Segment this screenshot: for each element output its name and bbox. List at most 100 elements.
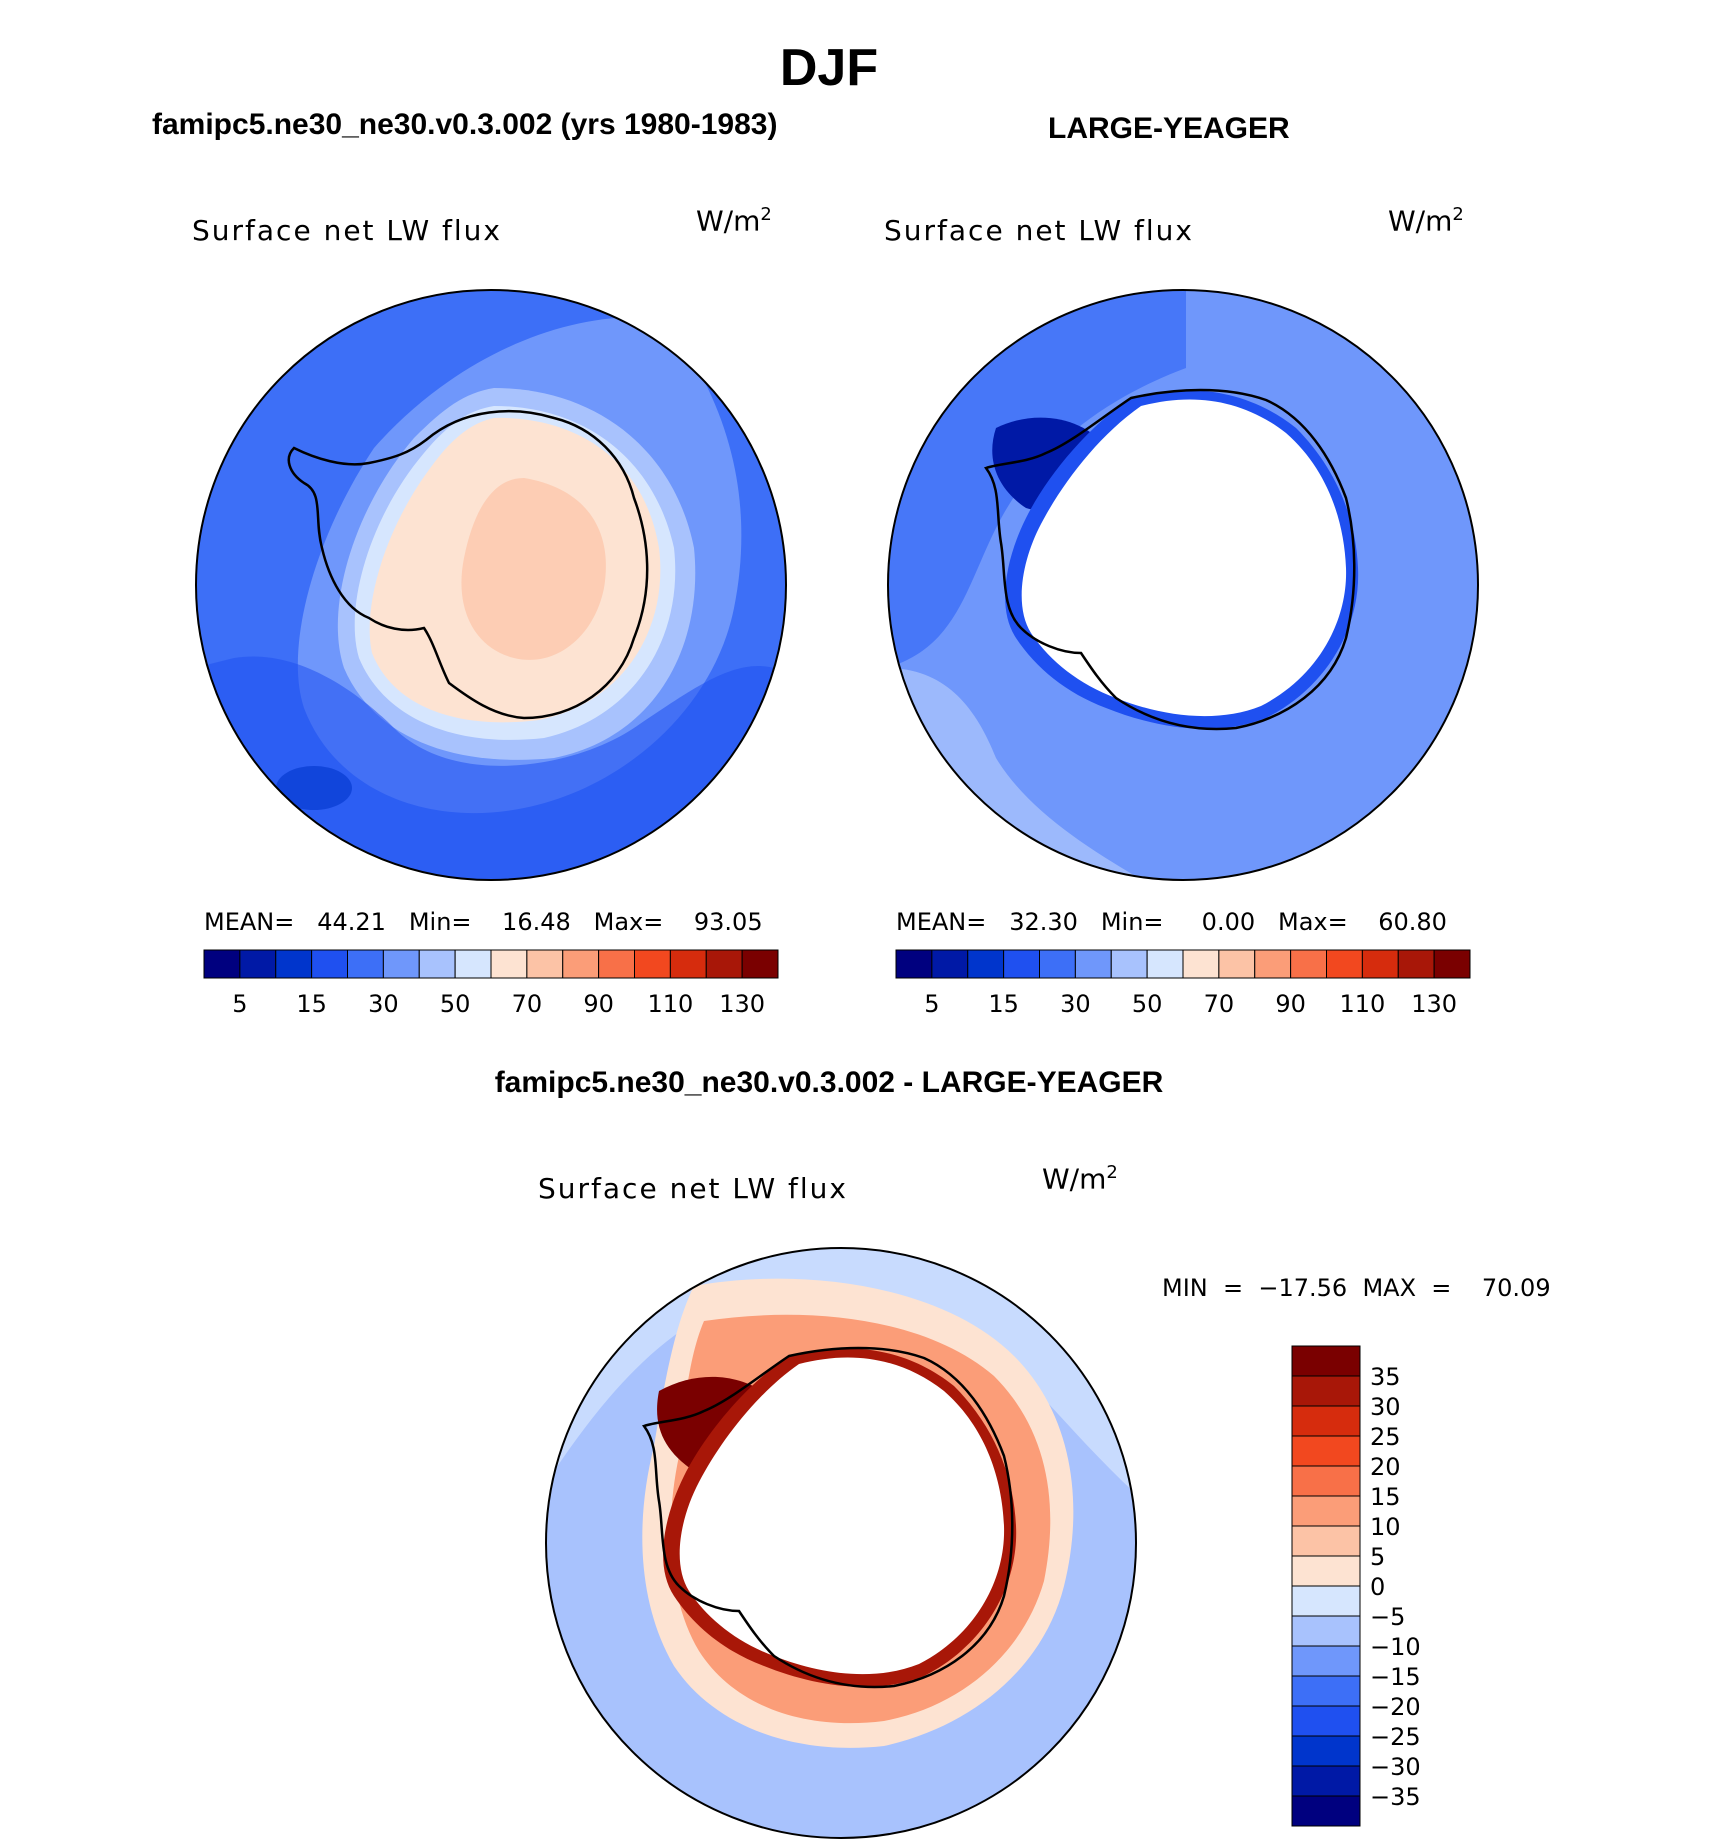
main-title: DJF	[779, 39, 879, 97]
left-colorbar-cell	[526, 949, 564, 979]
left-colorbar-cell	[598, 949, 635, 979]
right-panel-title: LARGE-YEAGER	[1048, 112, 1290, 145]
diff-colorbar-cell	[1291, 1525, 1361, 1557]
left-colorbar-cell	[382, 949, 420, 979]
left-contour-band-15-30	[196, 656, 786, 880]
diff-stats: MIN = −17.56 MAX = 70.09	[1162, 1274, 1551, 1302]
diff-colorbar-tick-label: 30	[1370, 1393, 1401, 1421]
right-colorbar-cell	[1218, 949, 1256, 979]
diff-colorbar-tick-label: 20	[1370, 1453, 1401, 1481]
left-colorbar-tick-label: 130	[719, 990, 765, 1018]
right-colorbar-tick-label: 110	[1339, 990, 1385, 1018]
left-colorbar-tick-label: 5	[232, 990, 247, 1018]
diff-colorbar-cell	[1291, 1795, 1361, 1827]
diff-colorbar-tick-label: −5	[1370, 1603, 1405, 1631]
right-colorbar-cell	[895, 949, 933, 979]
left-colorbar-cell	[705, 949, 743, 979]
diff-colorbar-cell	[1291, 1435, 1361, 1467]
diff-colorbar-cell	[1291, 1675, 1361, 1707]
diff-colorbar-tick-label: 0	[1370, 1573, 1385, 1601]
left-variable-label: Surface net LW flux	[192, 214, 502, 247]
right-colorbar-cell	[1110, 949, 1148, 979]
right-colorbar-cell	[1254, 949, 1292, 979]
left-colorbar-cell	[239, 949, 277, 979]
diff-colorbar-tick-label: −10	[1370, 1633, 1421, 1661]
left-colorbar-cell	[203, 949, 241, 979]
right-colorbar-tick-label: 90	[1275, 990, 1306, 1018]
right-colorbar-cell	[1290, 949, 1327, 979]
diff-colorbar-tick-label: 25	[1370, 1423, 1401, 1451]
left-colorbar-tick-label: 50	[440, 990, 471, 1018]
diff-colorbar-tick-label: −20	[1370, 1693, 1421, 1721]
left-colorbar-cell	[669, 949, 707, 979]
diff-units-label: W/m2	[1042, 1162, 1118, 1196]
right-colorbar-cell	[1397, 949, 1435, 979]
right-colorbar-cell	[1182, 949, 1220, 979]
left-colorbar-tick-label: 30	[368, 990, 399, 1018]
diff-antarctica-coastline	[641, 1346, 1014, 1689]
diff-colorbar-cell	[1291, 1405, 1361, 1437]
diff-colorbar-tick-label: −25	[1370, 1723, 1421, 1751]
difference-panel-title: famipc5.ne30_ne30.v0.3.002 - LARGE-YEAGE…	[494, 1066, 1164, 1099]
diff-colorbar-cell	[1291, 1465, 1361, 1497]
left-colorbar-cell	[347, 949, 384, 979]
diff-colorbar-cell	[1291, 1735, 1361, 1767]
left-map-border	[195, 289, 787, 881]
left-colorbar-cell	[454, 949, 492, 979]
right-colorbar-tick-label: 50	[1132, 990, 1163, 1018]
right-map-border	[887, 289, 1479, 881]
right-blank-antarctica	[1021, 399, 1347, 717]
left-colorbar: 5 15 30 50 70 90 110 130	[203, 949, 779, 1018]
difference-polar-map	[545, 1247, 1137, 1839]
left-colorbar-tick-label: 110	[647, 990, 693, 1018]
left-colorbar-cell	[311, 949, 348, 979]
diff-map-border	[545, 1247, 1137, 1839]
right-variable-label: Surface net LW flux	[884, 214, 1194, 247]
right-colorbar-tick-label: 15	[988, 990, 1019, 1018]
left-colorbar-tick-label: 15	[296, 990, 327, 1018]
right-colorbar-cell	[1361, 949, 1399, 979]
diff-colorbar-tick-label: −15	[1370, 1663, 1421, 1691]
diff-blank-antarctica	[679, 1357, 1005, 1675]
diff-colorbar-cell	[1291, 1705, 1361, 1737]
right-colorbar: 5 15 30 50 70 90 110 130	[895, 949, 1471, 1018]
left-colorbar-cell	[634, 949, 671, 979]
left-colorbar-cell	[275, 949, 313, 979]
diff-colorbar-tick-label: 35	[1370, 1363, 1401, 1391]
right-stats: MEAN= 32.30 Min= 0.00 Max= 60.80	[896, 908, 1447, 936]
diff-colorbar-cell	[1291, 1555, 1361, 1587]
diff-variable-label: Surface net LW flux	[538, 1172, 848, 1205]
diff-colorbar-tick-label: 5	[1370, 1543, 1385, 1571]
left-panel-title: famipc5.ne30_ne30.v0.3.002 (yrs 1980-198…	[152, 108, 778, 141]
left-colorbar-cell	[562, 949, 600, 979]
diff-colorbar-cell	[1291, 1645, 1361, 1677]
right-units-label: W/m2	[1388, 204, 1464, 238]
right-colorbar-cell	[1326, 949, 1363, 979]
diff-colorbar-cell	[1291, 1615, 1361, 1647]
right-colorbar-cell	[1039, 949, 1076, 979]
diff-colorbar-cell	[1291, 1345, 1361, 1377]
left-colorbar-cell	[418, 949, 456, 979]
diff-colorbar-cell	[1291, 1375, 1361, 1407]
left-polar-map	[195, 289, 787, 881]
diff-colorbar-cell	[1291, 1585, 1361, 1617]
right-polar-map	[887, 289, 1479, 881]
right-colorbar-tick-label: 130	[1411, 990, 1457, 1018]
right-colorbar-cell	[931, 949, 969, 979]
right-colorbar-tick-label: 30	[1060, 990, 1091, 1018]
diff-colorbar-tick-label: 15	[1370, 1483, 1401, 1511]
left-colorbar-tick-label: 70	[512, 990, 543, 1018]
left-min-cell	[276, 766, 352, 810]
right-colorbar-cell	[1003, 949, 1040, 979]
right-colorbar-cell	[967, 949, 1005, 979]
diff-colorbar-tick-label: −35	[1370, 1783, 1421, 1811]
right-colorbar-cell	[1433, 949, 1471, 979]
diff-colorbar-cell	[1291, 1765, 1361, 1797]
left-units-label: W/m2	[696, 204, 772, 238]
diff-colorbar-tick-label: 10	[1370, 1513, 1401, 1541]
left-stats: MEAN= 44.21 Min= 16.48 Max= 93.05	[204, 908, 763, 936]
left-antarctica-coastline	[287, 410, 649, 720]
right-colorbar-tick-label: 5	[924, 990, 939, 1018]
right-colorbar-tick-label: 70	[1204, 990, 1235, 1018]
